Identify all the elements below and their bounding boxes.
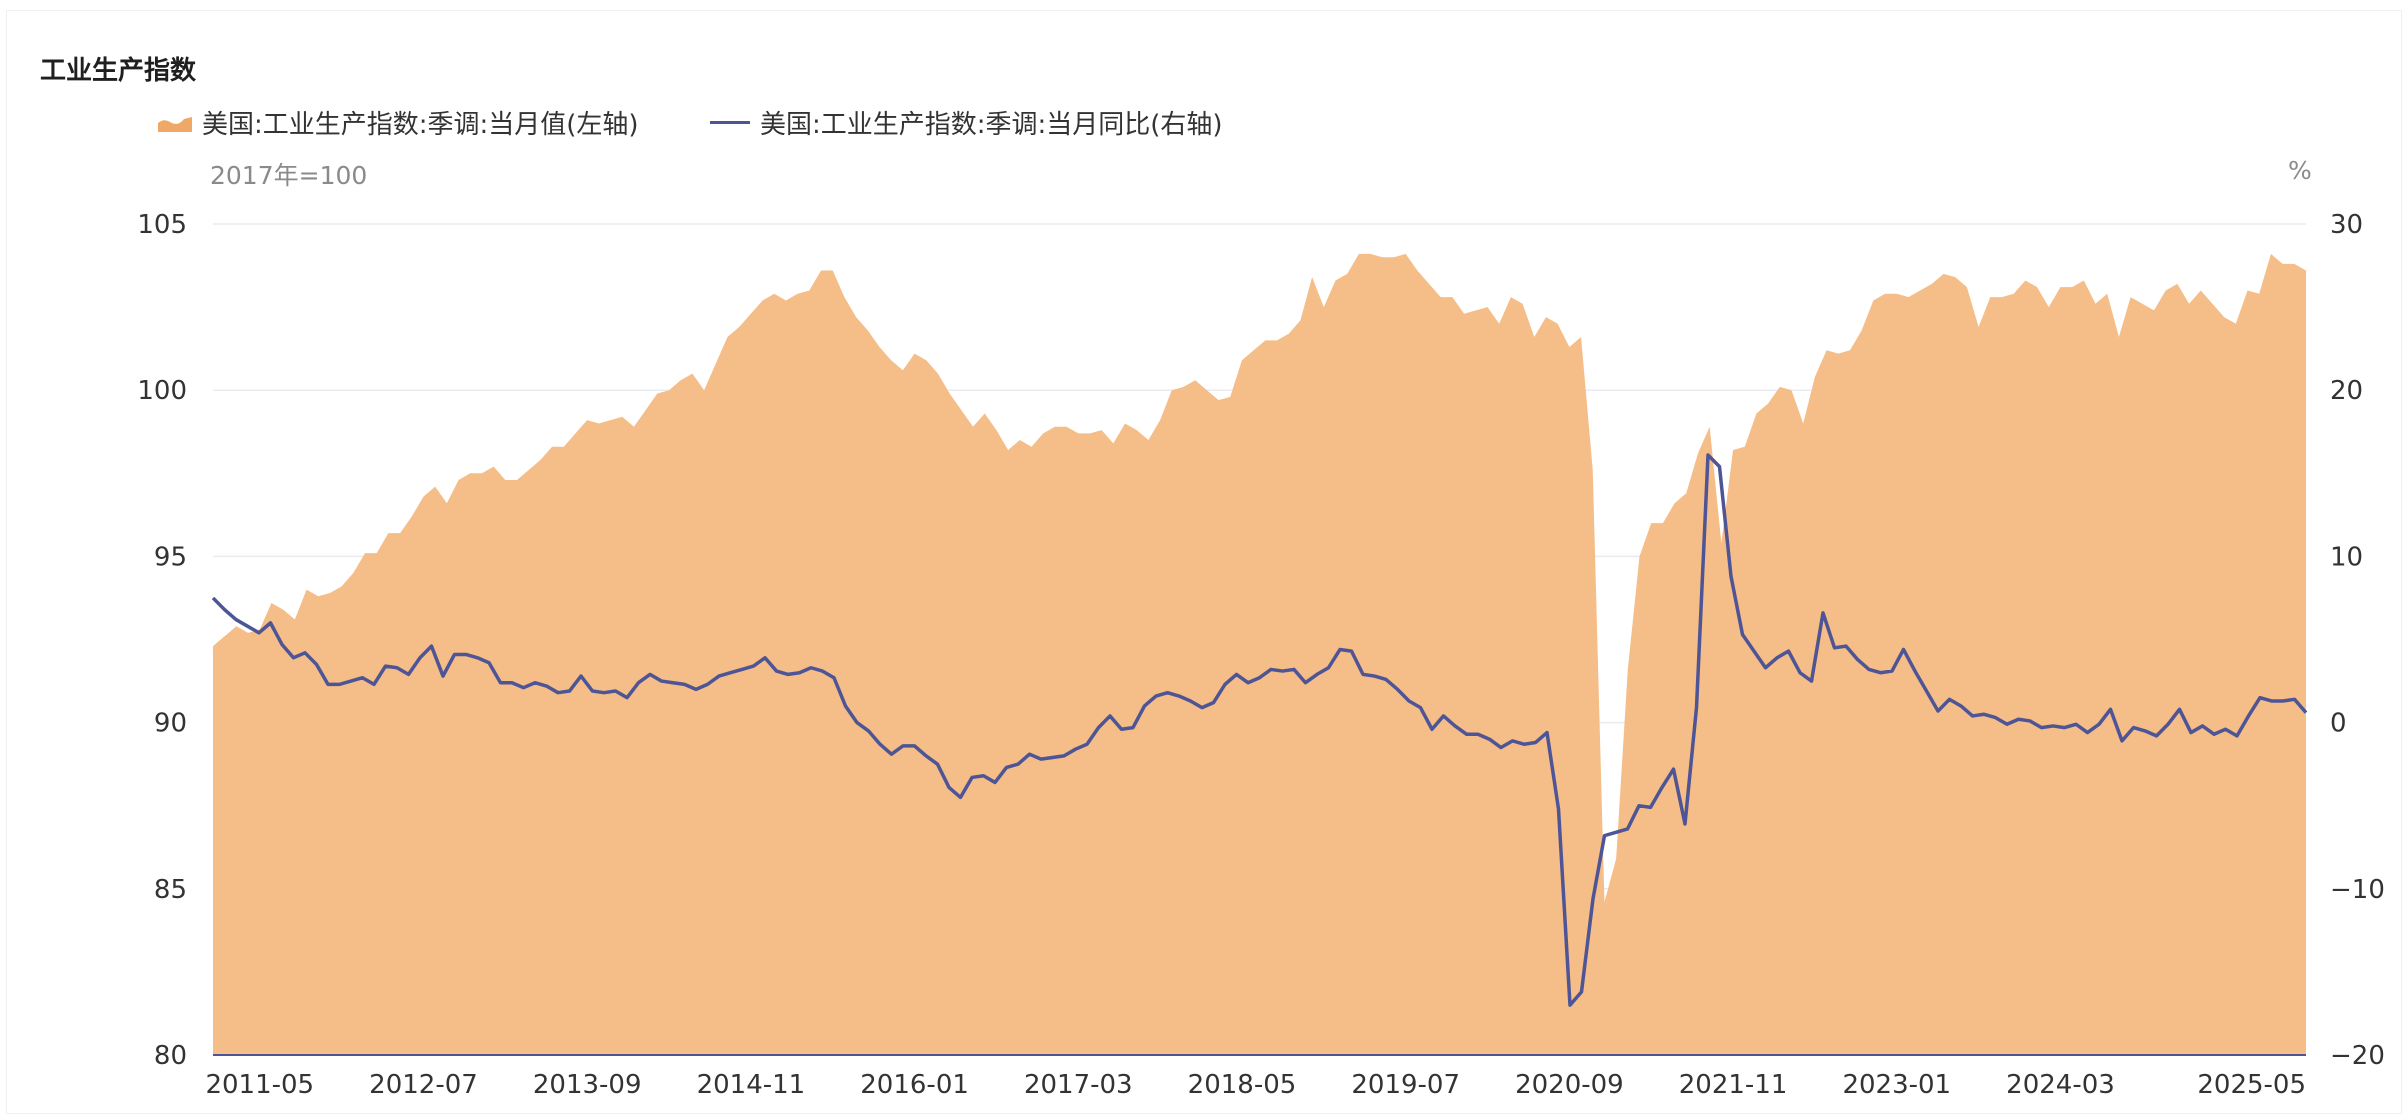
x-axis-tick-label: 2024-03: [2006, 1070, 2115, 1100]
left-axis-tick-label: 85: [154, 875, 187, 905]
x-axis-tick-label: 2017-03: [1024, 1070, 1133, 1100]
legend-item-yoy[interactable]: 美国:工业生产指数:季调:当月同比(右轴): [710, 104, 1223, 141]
legend-label-index: 美国:工业生产指数:季调:当月值(左轴): [202, 110, 639, 140]
right-axis-tick-label: −20: [2330, 1041, 2385, 1071]
x-axis-tick-label: 2025-05: [2197, 1070, 2306, 1100]
x-axis-tick-label: 2019-07: [1351, 1070, 1460, 1100]
x-axis-tick-label: 2011-05: [205, 1070, 314, 1100]
left-axis-unit: 2017年=100: [210, 161, 368, 190]
left-axis-tick-label: 80: [154, 1041, 187, 1071]
x-axis-tick-label: 2021-11: [1679, 1070, 1788, 1100]
legend-label-yoy: 美国:工业生产指数:季调:当月同比(右轴): [760, 110, 1223, 140]
left-axis-tick-label: 90: [154, 709, 187, 739]
yoy-line-series: [211, 453, 2308, 1007]
line-swatch-icon: [710, 121, 750, 124]
right-axis-tick-label: 10: [2330, 542, 2363, 572]
x-axis-tick-label: 2018-05: [1188, 1070, 1297, 1100]
x-axis-tick-label: 2013-09: [533, 1070, 642, 1100]
legend-item-index[interactable]: 美国:工业生产指数:季调:当月值(左轴): [158, 104, 639, 141]
right-axis-tick-label: 30: [2330, 210, 2363, 240]
right-axis-unit: %: [2288, 156, 2312, 185]
left-axis-tick-label: 105: [137, 210, 187, 240]
x-axis-tick-label: 2012-07: [369, 1070, 478, 1100]
x-axis-tick-label: 2016-01: [860, 1070, 969, 1100]
left-axis-tick-label: 95: [154, 542, 187, 572]
x-axis-tick-label: 2014-11: [697, 1070, 806, 1100]
right-axis-tick-label: −10: [2330, 875, 2385, 905]
chart-title: 工业生产指数: [40, 56, 197, 86]
area-swatch-icon: [158, 116, 192, 132]
right-axis-tick-label: 20: [2330, 376, 2363, 406]
left-axis-tick-label: 100: [137, 376, 187, 406]
index-area-series: [213, 253, 2306, 1056]
x-axis-tick-label: 2020-09: [1515, 1070, 1624, 1100]
x-axis-tick-label: 2023-01: [1842, 1070, 1951, 1100]
right-axis-tick-label: 0: [2330, 709, 2347, 739]
